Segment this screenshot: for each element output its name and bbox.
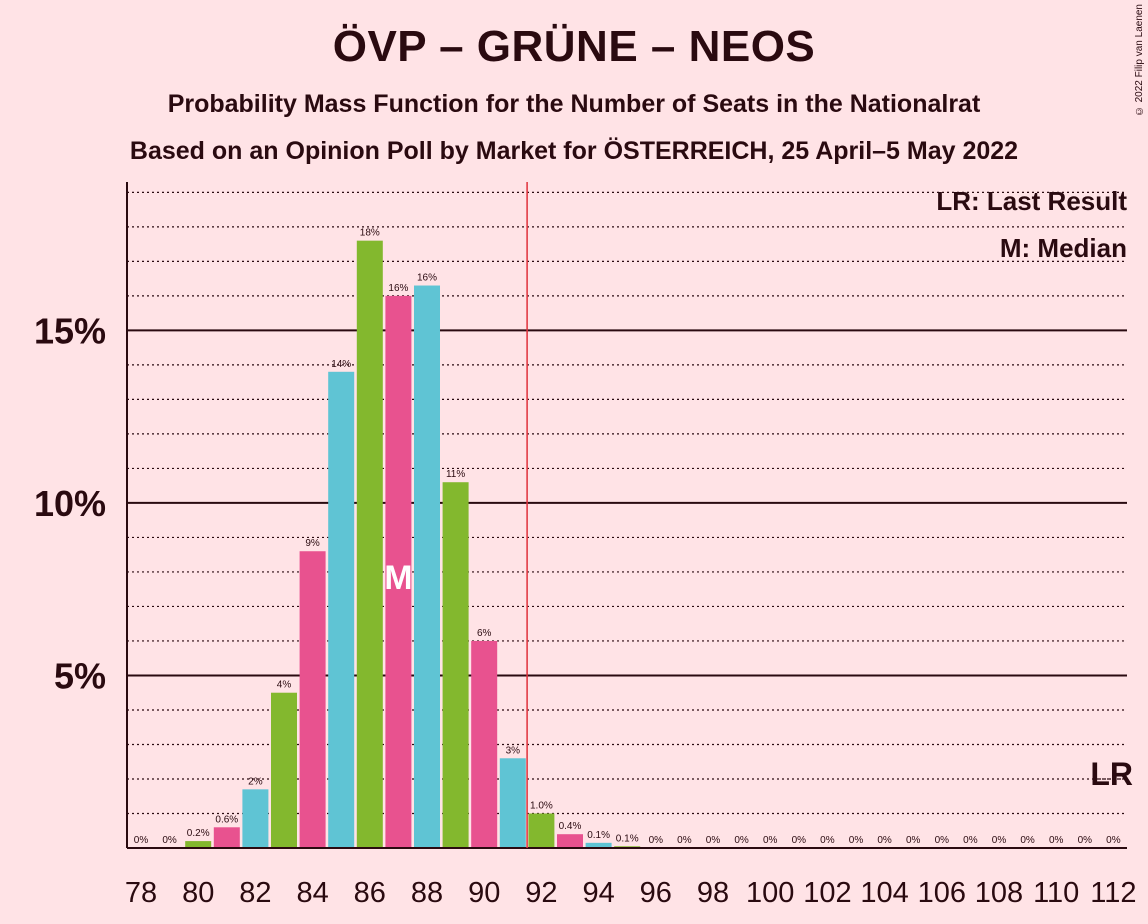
x-tick-label: 78 <box>125 877 157 909</box>
bar <box>414 285 440 848</box>
value-label: 0% <box>677 835 692 846</box>
overlay: M LR LR: Last Result M: Median <box>126 182 1133 849</box>
x-tick-label: 112 <box>1090 877 1136 909</box>
value-label: 18% <box>360 228 380 239</box>
value-label: 0% <box>792 835 807 846</box>
x-tick-label: 80 <box>182 877 214 909</box>
bar <box>242 789 269 848</box>
value-label: 0% <box>1049 835 1064 846</box>
chart-subtitle: Probability Mass Function for the Number… <box>167 90 981 118</box>
value-label: 2% <box>248 776 263 787</box>
x-tick-label: 102 <box>803 877 851 909</box>
value-label: 0% <box>763 835 778 846</box>
value-label: 6% <box>477 628 492 639</box>
y-axis-ticks: 5% 10% 15% <box>34 310 106 696</box>
bar <box>299 551 326 848</box>
legend-last-result: LR: Last Result <box>936 186 1127 216</box>
value-label: 14% <box>331 359 351 370</box>
value-label: 0% <box>162 835 177 846</box>
value-label: 4% <box>277 680 292 691</box>
value-label: 0% <box>1106 835 1121 846</box>
value-label: 0% <box>649 835 664 846</box>
bar <box>213 827 240 848</box>
x-tick-label: 88 <box>411 877 443 909</box>
value-label: 0.2% <box>187 828 210 839</box>
value-label: 1.0% <box>530 800 553 811</box>
value-label: 16% <box>388 283 408 294</box>
bar <box>471 640 498 848</box>
value-label: 0.6% <box>215 814 238 825</box>
value-label: 0% <box>849 835 864 846</box>
bar <box>271 692 297 848</box>
bar <box>528 813 555 848</box>
bars <box>185 240 641 849</box>
bar <box>557 834 583 848</box>
bar <box>442 482 469 848</box>
value-label: 0.1% <box>587 830 610 841</box>
x-tick-label: 108 <box>975 877 1023 909</box>
x-tick-label: 84 <box>296 877 328 909</box>
bar <box>499 758 526 848</box>
value-label: 0.1% <box>616 833 639 844</box>
x-tick-label: 110 <box>1033 877 1079 909</box>
y-tick-label: 15% <box>34 310 106 351</box>
value-label: 0% <box>963 835 978 846</box>
value-label: 0% <box>906 835 921 846</box>
value-label: 16% <box>417 273 437 284</box>
bar <box>328 371 355 848</box>
x-tick-label: 82 <box>239 877 271 909</box>
x-axis-ticks: 78 80 82 84 86 88 90 92 94 96 98 100 102 104 106 108 110… <box>125 877 1137 909</box>
chart-title: ÖVP – GRÜNE – NEOS <box>332 22 816 71</box>
x-tick-label: 98 <box>697 877 729 909</box>
value-label: 0.4% <box>559 821 582 832</box>
value-label: 0% <box>935 835 950 846</box>
x-tick-label: 86 <box>354 877 386 909</box>
value-label: 0% <box>1020 835 1035 846</box>
value-label: 0% <box>734 835 749 846</box>
value-label: 11% <box>446 469 465 480</box>
bar <box>585 842 612 848</box>
value-label: 3% <box>506 745 521 756</box>
x-tick-label: 92 <box>525 877 557 909</box>
y-tick-label: 5% <box>54 655 106 696</box>
x-tick-label: 94 <box>582 877 614 909</box>
x-tick-label: 96 <box>640 877 672 909</box>
bar <box>185 841 212 848</box>
value-label: 0% <box>820 835 835 846</box>
bar <box>385 295 412 849</box>
value-label: 0% <box>706 835 721 846</box>
value-label: 0% <box>134 835 149 846</box>
bar <box>356 240 383 848</box>
value-labels: 0% 0% 0.2% 0.6% 2% 4% 9% 14% 18% 16% 16% 11% 6% 3% 1.0… <box>134 228 1121 846</box>
legend-median: M: Median <box>1000 233 1127 263</box>
x-tick-label: 90 <box>468 877 500 909</box>
value-label: 0% <box>877 835 892 846</box>
last-result-marker: LR <box>1090 756 1133 792</box>
x-tick-label: 106 <box>918 877 966 909</box>
value-label: 9% <box>305 538 320 549</box>
median-marker: M <box>384 559 412 597</box>
major-gridlines <box>127 329 1127 677</box>
value-label: 0% <box>1078 835 1093 846</box>
y-tick-label: 10% <box>34 483 106 524</box>
chart-subtitle-2: Based on an Opinion Poll by Market for Ö… <box>129 137 1019 165</box>
value-label: 0% <box>992 835 1007 846</box>
x-tick-label: 104 <box>860 877 908 909</box>
x-tick-label: 100 <box>746 877 794 909</box>
